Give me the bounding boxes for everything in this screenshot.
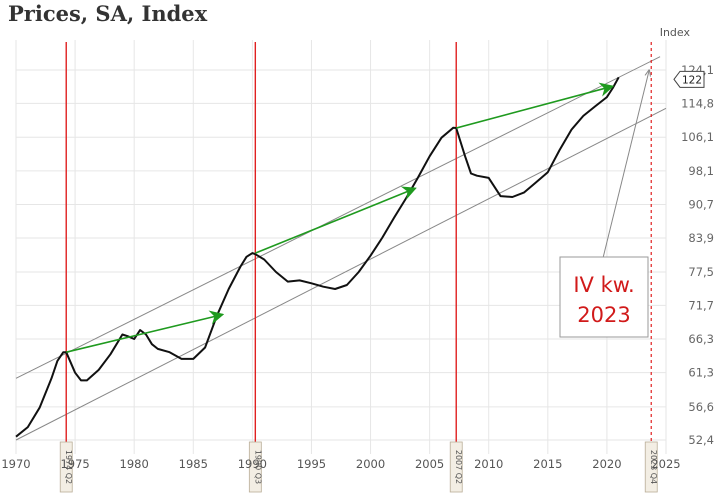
y-tick-label: 83,9 xyxy=(688,231,714,245)
trend-line-lower xyxy=(15,107,667,441)
x-tick-label: 2025 xyxy=(651,457,680,471)
series-line xyxy=(15,76,620,438)
green-arrows xyxy=(66,82,615,353)
x-tick-label: 2020 xyxy=(592,457,621,471)
vertical-markers: 1974 Q2 1990 Q3 2007 Q2 2023 Q4 xyxy=(59,42,658,493)
y-tick-label: 71,7 xyxy=(688,298,714,312)
trend-channel xyxy=(15,56,667,441)
y-tick-label: 66,3 xyxy=(688,332,714,346)
x-tick-label: 1995 xyxy=(297,457,326,471)
marker-label: 1974 Q2 xyxy=(64,450,73,484)
x-tick-label: 1980 xyxy=(120,457,149,471)
marker-tag xyxy=(449,441,463,493)
trend-line-upper xyxy=(15,56,661,379)
x-tick-label: 2010 xyxy=(474,457,503,471)
y-tick-label: 114,8 xyxy=(681,96,714,110)
y-tick-label: 98,1 xyxy=(688,164,714,178)
x-tick-label: 1990 xyxy=(238,457,267,471)
last-value-tag xyxy=(673,70,705,88)
annotations: 122 IV kw. 2023 xyxy=(559,70,705,338)
x-tick-label: 2000 xyxy=(356,457,385,471)
y-tick-label: 90,7 xyxy=(688,198,714,212)
y-tick-label: 106,1 xyxy=(681,130,714,144)
marker-tag xyxy=(248,441,262,493)
marker-label: 2023 Q4 xyxy=(649,450,658,484)
grid-lines xyxy=(15,40,667,454)
marker-tag xyxy=(644,441,658,493)
callout-box xyxy=(559,256,649,338)
green-arrow xyxy=(66,310,225,353)
marker-label: 1990 Q3 xyxy=(253,450,262,484)
x-tick-label: 1975 xyxy=(60,457,89,471)
green-arrow xyxy=(255,186,417,254)
last-value-label: 122 xyxy=(682,74,702,86)
series-group xyxy=(15,76,620,438)
y-tick-label: 61,3 xyxy=(688,366,714,380)
x-tick-label: 2005 xyxy=(415,457,444,471)
y-axis-title: Index xyxy=(660,26,691,39)
x-tick-label: 1985 xyxy=(179,457,208,471)
green-arrow xyxy=(456,82,615,129)
axes: 52,4 56,6 61,3 66,3 71,7 77,5 83,9 90,7 98,1 106,… xyxy=(1,26,714,471)
marker-label: 2007 Q2 xyxy=(454,450,463,484)
y-tick-label: 56,6 xyxy=(688,400,714,414)
y-tick-label: 77,5 xyxy=(688,265,714,279)
marker-tag xyxy=(59,441,73,493)
callout-line1: IV kw. xyxy=(573,273,634,297)
chart-title: Prices, SA, Index xyxy=(8,1,208,26)
callout-arrow xyxy=(602,70,649,259)
callout-line2: 2023 xyxy=(577,303,630,327)
x-tick-label: 1970 xyxy=(1,457,30,471)
y-tick-label: 52,4 xyxy=(688,433,714,447)
x-tick-label: 2015 xyxy=(533,457,562,471)
